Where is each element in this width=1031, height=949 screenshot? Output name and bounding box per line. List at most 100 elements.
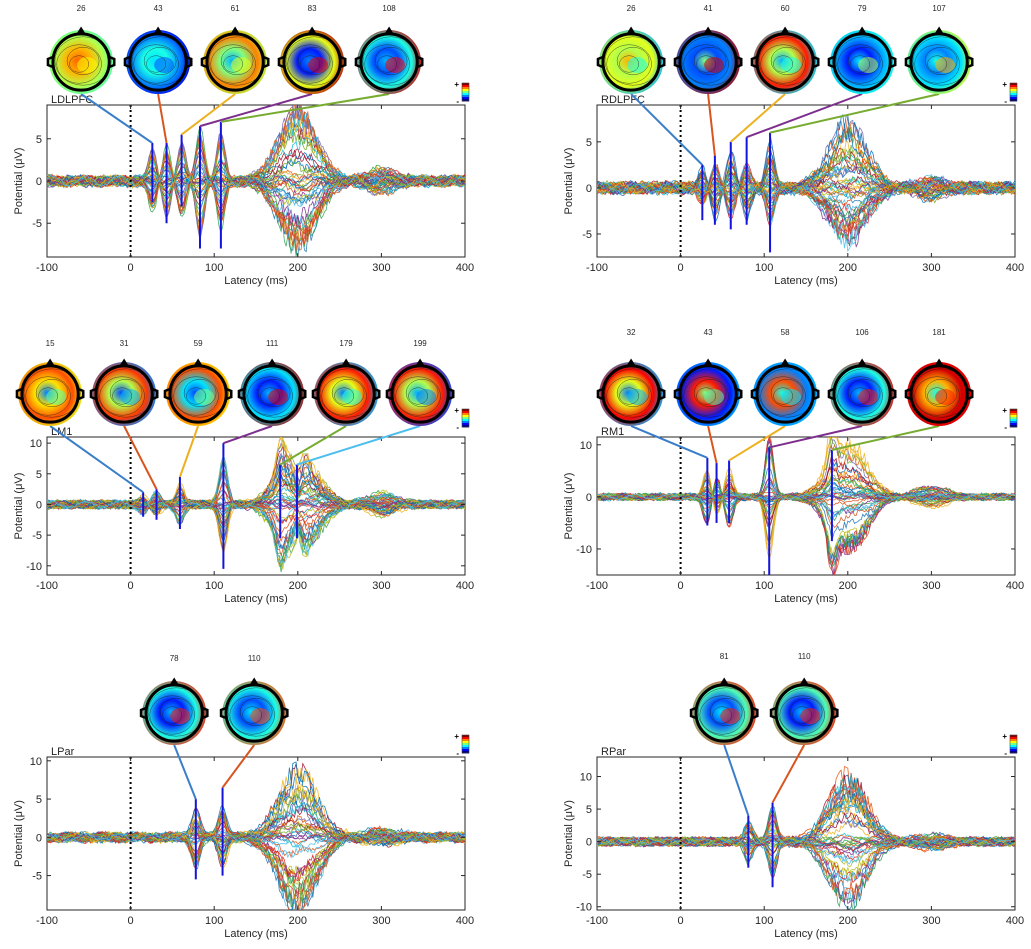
- y-tick-label: 5: [36, 134, 42, 146]
- x-tick-label: 100: [755, 915, 773, 927]
- peak-connector: [768, 425, 863, 449]
- x-tick-label: -100: [36, 915, 58, 927]
- topomap: [673, 26, 743, 94]
- x-tick-label: 300: [372, 915, 390, 927]
- peak-connector: [630, 425, 708, 459]
- topomap: [904, 358, 974, 426]
- peak-connector: [220, 93, 390, 123]
- eeg-trace: [47, 482, 465, 535]
- peak-connector: [49, 425, 144, 494]
- x-tick-label: 200: [289, 580, 307, 592]
- panel-rm1: -100 0 100 200 300 400 -10 0 10 Latency (ms) Poten…: [545, 325, 1031, 615]
- eeg-trace: [47, 829, 465, 850]
- peak-latency-label: 15: [46, 339, 55, 348]
- y-tick-label: 0: [586, 492, 592, 504]
- peak-connector: [223, 425, 273, 445]
- topomap: [200, 26, 270, 94]
- topomap: [237, 358, 307, 426]
- peak-connector: [707, 93, 716, 156]
- x-axis-label: Latency (ms): [224, 593, 288, 605]
- trace-group: [47, 761, 465, 910]
- region-label: LDLPFC: [51, 94, 93, 106]
- y-tick-label: -5: [32, 530, 42, 542]
- region-label: RM1: [601, 426, 624, 438]
- x-axis-label: Latency (ms): [774, 593, 838, 605]
- colorbar-minus-label: -: [1004, 97, 1007, 106]
- peak-connector: [178, 425, 200, 478]
- eeg-trace: [597, 836, 1015, 848]
- x-tick-label: -100: [586, 580, 608, 592]
- x-tick-label: 300: [372, 262, 390, 274]
- x-tick-label: 0: [128, 262, 134, 274]
- x-axis-label: Latency (ms): [774, 275, 838, 287]
- trace-group: [47, 105, 465, 257]
- y-tick-label: -10: [576, 544, 592, 556]
- peak-latency-label: 110: [248, 654, 261, 663]
- colorbar-minus-label: -: [456, 423, 459, 432]
- x-axis-label: Latency (ms): [774, 928, 838, 940]
- eeg-trace: [597, 181, 1015, 196]
- panel-svg: -100 0 100 200 300 400 -10 -5 0 5 10 Latency (ms) Po…: [563, 652, 1024, 940]
- colorbar-minus-label: -: [1004, 749, 1007, 758]
- panel-svg: -100 0 100 200 300 400 -5 0 5 Latency (ms) Potenti…: [563, 4, 1024, 287]
- peak-connector: [173, 744, 197, 800]
- panel-svg: -100 0 100 200 300 400 -10 -5 0 5 10 Latency (ms) Po…: [13, 339, 474, 605]
- topomap: [689, 677, 759, 745]
- peak-latency-label: 26: [627, 4, 636, 13]
- topomap: [354, 26, 424, 94]
- peak-latency-label: 199: [413, 339, 427, 348]
- panel-rdlpfc: -100 0 100 200 300 400 -5 0 5 Latency (ms) Potenti…: [545, 0, 1031, 310]
- topomap: [277, 26, 347, 94]
- trace-group: [597, 437, 1015, 575]
- trace-group: [47, 437, 465, 573]
- eeg-trace: [47, 137, 465, 251]
- peak-latency-label: 83: [308, 4, 317, 13]
- colorbar-plus-label: +: [454, 406, 459, 415]
- eeg-trace: [47, 105, 465, 232]
- peak-latency-label: 43: [704, 328, 713, 337]
- peak-latency-label: 43: [154, 4, 163, 13]
- x-tick-label: 300: [372, 580, 390, 592]
- eeg-trace: [47, 823, 465, 845]
- peak-connector: [707, 425, 718, 464]
- x-tick-label: 200: [839, 915, 857, 927]
- colorbar: +-: [1002, 80, 1018, 106]
- eeg-trace: [597, 148, 1015, 206]
- peak-latency-label: 79: [858, 4, 867, 13]
- peak-latency-label: 31: [120, 339, 129, 348]
- colorbar: +-: [1002, 732, 1018, 758]
- x-tick-label: -100: [586, 262, 608, 274]
- y-tick-label: -10: [26, 561, 42, 573]
- x-tick-label: 100: [755, 580, 773, 592]
- x-tick-label: 400: [1006, 580, 1024, 592]
- colorbar-plus-label: +: [454, 80, 459, 89]
- topomap: [673, 358, 743, 426]
- eeg-trace: [47, 136, 465, 247]
- peak-latency-label: 110: [798, 652, 811, 661]
- y-tick-label: 10: [30, 438, 42, 450]
- topomap: [750, 358, 820, 426]
- colorbar-minus-label: -: [1004, 423, 1007, 432]
- plot-area: [596, 756, 1016, 911]
- y-axis-label: Potential (μV): [13, 473, 25, 540]
- x-tick-label: 400: [456, 262, 474, 274]
- colorbar: +-: [454, 80, 470, 106]
- x-tick-label: 400: [1006, 915, 1024, 927]
- x-tick-label: -100: [36, 580, 58, 592]
- x-tick-label: 200: [289, 915, 307, 927]
- x-tick-label: 200: [839, 262, 857, 274]
- eeg-trace: [597, 154, 1015, 200]
- topomap: [15, 358, 85, 426]
- y-tick-label: 0: [586, 183, 592, 195]
- eeg-trace: [47, 150, 465, 229]
- x-tick-label: -100: [36, 262, 58, 274]
- topomap: [311, 358, 381, 426]
- colorbar: +-: [1002, 406, 1018, 432]
- eeg-trace: [47, 830, 465, 848]
- peak-latency-label: 181: [932, 328, 946, 337]
- peak-latency-label: 60: [781, 4, 790, 13]
- peak-connector: [199, 93, 313, 128]
- x-tick-label: 300: [922, 580, 940, 592]
- y-tick-label: 5: [36, 469, 42, 481]
